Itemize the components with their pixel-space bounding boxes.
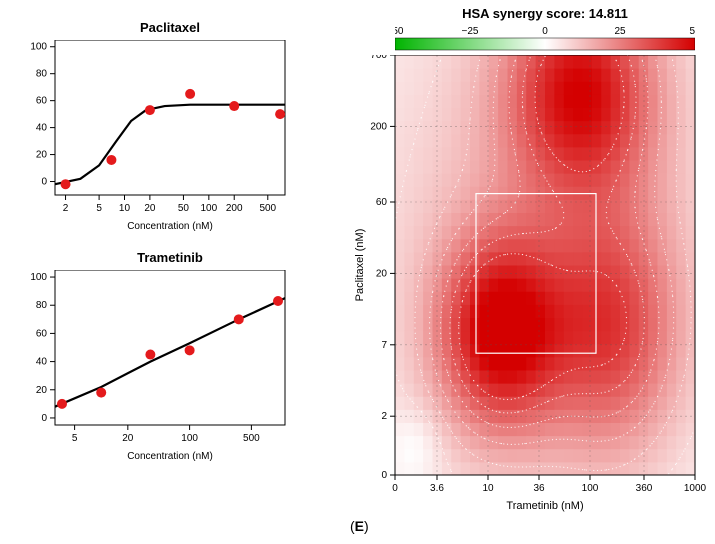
synergy-title: HSA synergy score: 14.811	[395, 6, 695, 21]
svg-text:500: 500	[243, 433, 260, 444]
svg-text:60: 60	[36, 328, 48, 339]
svg-text:100: 100	[200, 203, 217, 214]
svg-text:60: 60	[376, 197, 388, 208]
svg-text:20: 20	[144, 203, 156, 214]
svg-text:20: 20	[122, 433, 134, 444]
svg-text:10: 10	[119, 203, 131, 214]
svg-text:360: 360	[636, 483, 653, 494]
svg-text:40: 40	[36, 123, 48, 134]
svg-text:5: 5	[72, 433, 78, 444]
svg-text:0: 0	[41, 177, 47, 188]
svg-text:100: 100	[30, 272, 47, 283]
svg-text:−25: −25	[462, 26, 479, 37]
svg-text:0: 0	[381, 470, 387, 481]
subfigure-letter: E	[355, 518, 364, 534]
svg-text:200: 200	[226, 203, 243, 214]
subfigure-label: (E)	[350, 518, 369, 534]
paclitaxel-chart: 2 5 10 20 50 100 200 500 0 20 40 60 80 100 Concentrati…	[25, 40, 300, 240]
svg-text:20: 20	[36, 385, 48, 396]
figure-container: Paclitaxel 25102050100200500020406080100…	[0, 0, 715, 544]
svg-text:0: 0	[392, 483, 398, 494]
svg-text:40: 40	[36, 357, 48, 368]
trametinib-title: Trametinib	[55, 250, 285, 265]
svg-text:20: 20	[36, 150, 48, 161]
svg-text:1000: 1000	[684, 483, 707, 494]
svg-text:100: 100	[30, 42, 47, 53]
svg-text:10: 10	[482, 483, 494, 494]
svg-text:80: 80	[36, 69, 48, 80]
svg-text:Paclitaxel (nM): Paclitaxel (nM)	[354, 229, 366, 302]
trametinib-chart: 5 20 100 500 0 20 40 60 80 100 Concentration (nM)	[25, 270, 300, 470]
svg-text:0: 0	[542, 26, 548, 37]
svg-text:100: 100	[181, 433, 198, 444]
svg-text:50: 50	[178, 203, 190, 214]
svg-text:200: 200	[370, 121, 387, 132]
svg-text:2: 2	[381, 411, 387, 422]
svg-text:Trametinib (nM): Trametinib (nM)	[506, 500, 583, 512]
svg-text:7: 7	[381, 340, 387, 351]
svg-text:60: 60	[36, 96, 48, 107]
svg-text:2: 2	[63, 203, 69, 214]
svg-text:25: 25	[614, 26, 626, 37]
synergy-heatmap: 0 3.6 10 36 100 360 1000 0 2 7 20 60 200 700 Trametini…	[345, 55, 710, 515]
paclitaxel-title: Paclitaxel	[55, 20, 285, 35]
svg-text:3.6: 3.6	[430, 483, 444, 494]
svg-text:Concentration (nM): Concentration (nM)	[127, 221, 213, 232]
svg-text:Concentration (nM): Concentration (nM)	[127, 451, 213, 462]
svg-text:80: 80	[36, 300, 48, 311]
svg-text:36: 36	[533, 483, 545, 494]
svg-text:−50: −50	[395, 26, 404, 37]
svg-text:50: 50	[689, 26, 695, 37]
svg-text:500: 500	[259, 203, 276, 214]
svg-text:5: 5	[96, 203, 102, 214]
svg-text:20: 20	[376, 268, 388, 279]
svg-text:0: 0	[41, 413, 47, 424]
svg-text:700: 700	[370, 55, 387, 61]
synergy-colorbar: −50 −25 0 25 50	[395, 22, 695, 54]
svg-text:100: 100	[582, 483, 599, 494]
